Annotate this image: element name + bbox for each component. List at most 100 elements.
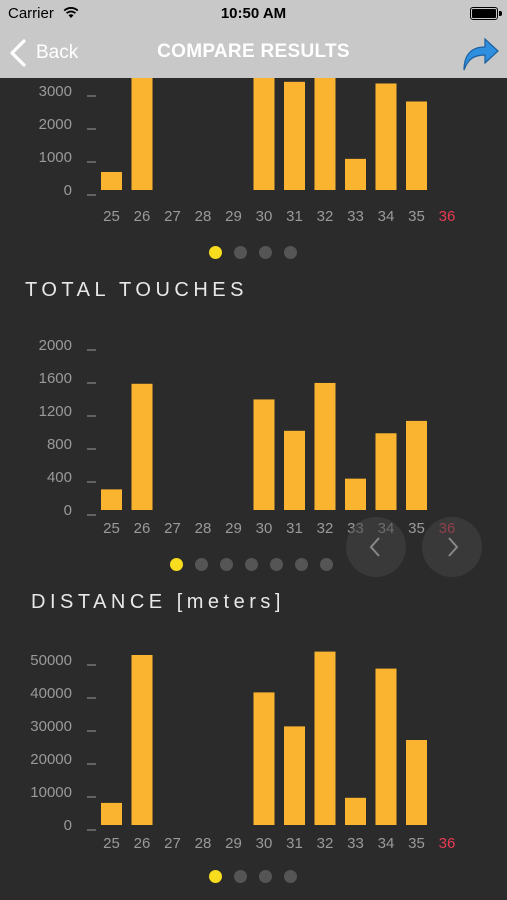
bar-31	[284, 726, 305, 825]
pager-distance	[209, 870, 297, 883]
bar-34	[375, 433, 397, 510]
x-tick-label: 27	[164, 208, 181, 225]
carrier-label: Carrier	[8, 5, 54, 22]
x-tick-label: 35	[408, 835, 425, 852]
x-tick-label: 33	[347, 835, 364, 852]
section-title-total-touches: TOTAL TOUCHES	[25, 279, 248, 301]
y-tick-label: 800	[47, 436, 72, 453]
x-tick-label: 29	[225, 520, 242, 537]
chevron-left-icon	[369, 537, 380, 557]
x-tick-label: 26	[134, 520, 151, 537]
page-dot[interactable]	[295, 558, 308, 571]
y-tick-label: 2000	[39, 116, 72, 133]
page-dot[interactable]	[234, 246, 247, 259]
x-tick-label: 27	[164, 835, 181, 852]
bar-25	[101, 489, 122, 510]
x-tick-label: 29	[225, 835, 242, 852]
x-tick-label: 32	[317, 208, 334, 225]
back-button[interactable]: Back	[8, 36, 78, 70]
x-tick-label: 34	[378, 208, 395, 225]
chart-section-1: 0 1000 2000 3000 25 26 27 28 29 30 31 32 33 34 35 36	[39, 78, 456, 225]
section-title-distance: DISTANCE [meters]	[31, 591, 285, 613]
page-dot[interactable]	[245, 558, 258, 571]
y-tick-label: 2000	[39, 337, 72, 354]
status-time: 10:50 AM	[220, 5, 287, 22]
y-tick-label: 1000	[39, 149, 72, 166]
x-tick-label: 27	[164, 520, 181, 537]
bar-32	[314, 651, 336, 825]
next-button[interactable]	[422, 517, 482, 577]
x-tick-label: 25	[103, 520, 120, 537]
y-tick-label: 10000	[30, 784, 72, 801]
page-dot[interactable]	[259, 870, 272, 883]
y-tick-label: 0	[64, 502, 72, 519]
x-tick-label: 30	[256, 835, 273, 852]
page-dot[interactable]	[284, 246, 297, 259]
bar-34	[375, 83, 397, 190]
y-tick-label: 1200	[39, 403, 72, 420]
bar-32	[314, 78, 336, 190]
chevron-left-icon	[10, 39, 26, 67]
bar-30	[253, 399, 275, 510]
page-dot[interactable]	[209, 246, 222, 259]
page-dot[interactable]	[220, 558, 233, 571]
navigation-bar: Back COMPARE RESULTS	[0, 28, 507, 78]
x-tick-label: 31	[286, 835, 303, 852]
x-tick-label: 29	[225, 208, 242, 225]
x-tick-label: 28	[195, 835, 212, 852]
y-tick-label: 0	[64, 817, 72, 834]
x-tick-label: 32	[317, 520, 334, 537]
y-tick-label: 20000	[30, 751, 72, 768]
x-tick-label: 35	[408, 208, 425, 225]
x-tick-label: 36	[439, 208, 456, 225]
x-tick-label: 36	[439, 835, 456, 852]
page-dot[interactable]	[259, 246, 272, 259]
bar-35	[406, 740, 427, 825]
page-dot[interactable]	[234, 870, 247, 883]
bar-25	[101, 802, 122, 825]
page-dot[interactable]	[320, 558, 333, 571]
page-title: COMPARE RESULTS	[157, 41, 350, 62]
chevron-right-icon	[448, 537, 459, 557]
x-tick-label: 26	[134, 835, 151, 852]
bar-33	[345, 797, 366, 825]
bar-35	[406, 420, 427, 510]
share-arrow-icon[interactable]	[460, 34, 500, 72]
x-tick-label: 26	[134, 208, 151, 225]
pager-total-touches	[170, 558, 333, 571]
bar-26	[131, 78, 153, 190]
bar-31	[284, 81, 305, 190]
chart-distance: 0 10000 20000 30000 40000 50000 25 26 27 28 29 30 31…	[30, 651, 456, 852]
x-tick-label: 28	[195, 208, 212, 225]
x-tick-label: 31	[286, 208, 303, 225]
page-dot[interactable]	[284, 870, 297, 883]
x-tick-label: 34	[378, 835, 395, 852]
y-tick-label: 30000	[30, 718, 72, 735]
x-tick-label: 28	[195, 520, 212, 537]
page-dot[interactable]	[270, 558, 283, 571]
x-tick-label: 33	[347, 208, 364, 225]
bar-35	[406, 101, 427, 190]
status-bar: Carrier 10:50 AM	[0, 0, 507, 28]
x-tick-label: 25	[103, 208, 120, 225]
y-tick-label: 3000	[39, 83, 72, 100]
bar-31	[284, 430, 305, 510]
page-dot[interactable]	[209, 870, 222, 883]
x-tick-label: 31	[286, 520, 303, 537]
page-dot[interactable]	[195, 558, 208, 571]
x-tick-label: 35	[408, 520, 425, 537]
bar-30	[253, 692, 275, 825]
y-tick-label: 0	[64, 182, 72, 199]
bar-26	[131, 383, 153, 510]
y-tick-label: 1600	[39, 370, 72, 387]
x-tick-label: 30	[256, 208, 273, 225]
previous-button[interactable]	[346, 517, 406, 577]
y-tick-label: 400	[47, 469, 72, 486]
x-tick-label: 32	[317, 835, 334, 852]
results-scroll-view[interactable]: 0 1000 2000 3000 25 26 27 28 29 30 31 32 33 34 35 36 TO…	[0, 78, 507, 900]
pager-section-1	[209, 246, 297, 259]
bar-26	[131, 655, 153, 825]
bar-32	[314, 382, 336, 510]
x-tick-label: 30	[256, 520, 273, 537]
page-dot[interactable]	[170, 558, 183, 571]
